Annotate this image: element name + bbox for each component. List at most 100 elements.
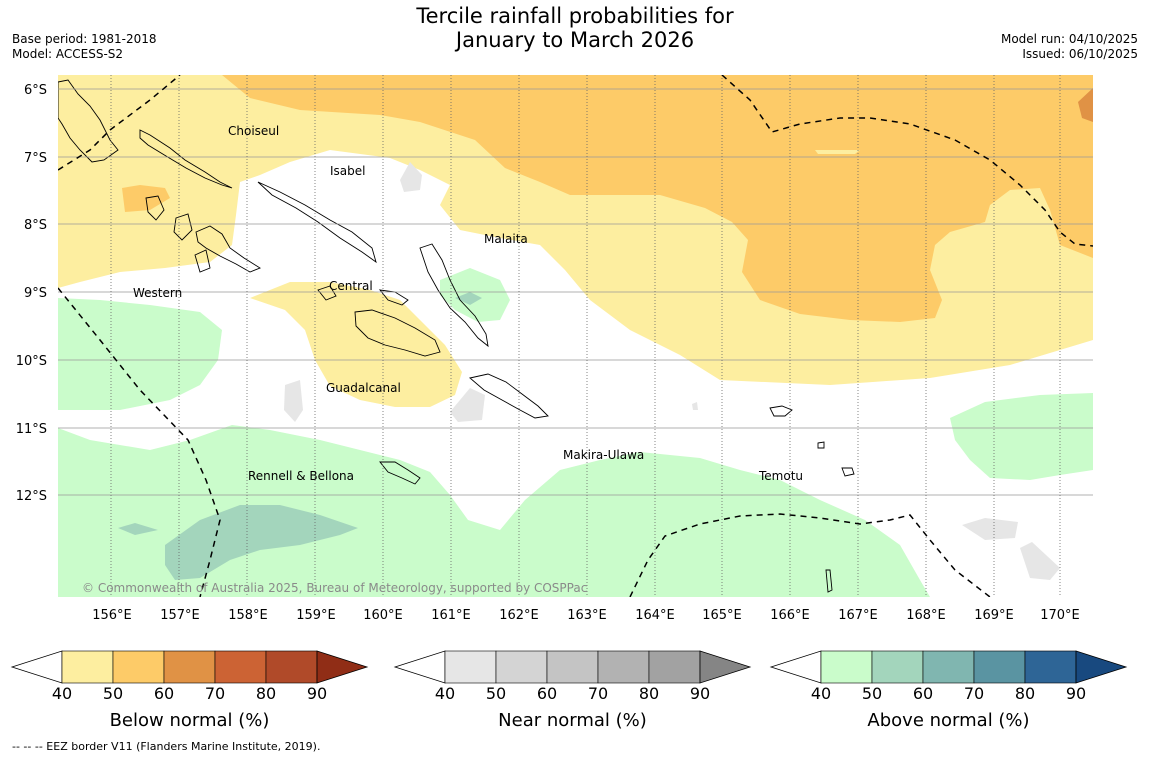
lon-label: 170°E — [1040, 608, 1080, 623]
colorbar-tick: 80 — [639, 684, 659, 703]
colorbar-tick: 80 — [1015, 684, 1035, 703]
forecast-map: Choiseul Isabel Malaita Western Central … — [10, 75, 1128, 731]
eez-footnote: -- -- -- EEZ border V11 (Flanders Marine… — [12, 740, 321, 753]
colorbar-cell — [871, 650, 924, 684]
rennell-island — [379, 461, 421, 485]
lon-label: 161°E — [431, 608, 471, 623]
choiseul-island — [139, 129, 233, 189]
gridlines — [58, 88, 1093, 496]
issued-date: Issued: 06/10/2025 — [1022, 47, 1138, 61]
title-line-2: January to March 2026 — [455, 28, 695, 52]
lon-label: 165°E — [702, 608, 742, 623]
longitude-labels: 156°E 157°E 158°E 159°E 160°E 161°E 162°… — [92, 608, 1080, 623]
meta-right: Model run: 04/10/2025 Issued: 06/10/2025 — [1001, 32, 1138, 62]
malaita-island — [419, 243, 489, 348]
colorbar-tick: 90 — [1066, 684, 1086, 703]
lon-label: 159°E — [296, 608, 336, 623]
near-normal-patch-1 — [400, 162, 422, 192]
colorbar-right-arrow — [316, 650, 369, 684]
model-run: Model run: 04/10/2025 — [1000, 32, 1138, 46]
colorbar-tick: 40 — [811, 684, 831, 703]
above-normal-50-small — [118, 523, 158, 535]
model-name: Model: ACCESS-S2 — [12, 47, 124, 61]
lat-label: 12°S — [16, 489, 47, 504]
lon-label: 157°E — [160, 608, 200, 623]
lon-label: 162°E — [499, 608, 539, 623]
meridians — [110, 75, 1061, 597]
region-temotu: Temotu — [758, 469, 803, 483]
region-central: Central — [329, 279, 373, 293]
makira-island — [469, 373, 549, 419]
colorbar-right-arrow — [1075, 650, 1128, 684]
colorbar-cell — [597, 650, 650, 684]
lon-label: 158°E — [228, 608, 268, 623]
colorbar-right-arrow — [699, 650, 752, 684]
colorbar-0: 40 50 60 70 80 90 Below normal (%) — [10, 650, 369, 731]
lon-label: 163°E — [567, 608, 607, 623]
colorbar-cell — [214, 650, 267, 684]
colorbar-legend: 40 50 60 70 80 90 Below normal (%) 40 50 60 70 80 90… — [10, 650, 1128, 731]
near-normal-patch-6 — [692, 402, 698, 410]
lon-label: 156°E — [92, 608, 132, 623]
colorbar-cell — [820, 650, 873, 684]
lat-label: 9°S — [24, 286, 47, 301]
colorbar-cell — [444, 650, 497, 684]
colorbar-cell — [648, 650, 701, 684]
page-title: Tercile rainfall probabilities for Janua… — [0, 4, 1150, 52]
western-islands — [145, 195, 261, 273]
colorbar-1: 40 50 60 70 80 90 Near normal (%) — [393, 650, 752, 731]
eez-border — [58, 75, 1093, 597]
isabel-island — [257, 181, 377, 264]
above-normal-50-south — [165, 505, 358, 580]
colorbar-tick: 70 — [964, 684, 984, 703]
near-normal-patch-4 — [962, 518, 1018, 540]
colorbar-tick: 60 — [913, 684, 933, 703]
colorbar-left-arrow — [393, 650, 446, 684]
colorbar-tick: 90 — [690, 684, 710, 703]
lat-label: 6°S — [24, 83, 47, 98]
colorbar-tick: 40 — [52, 684, 72, 703]
colorbar-cell — [922, 650, 975, 684]
lon-label: 164°E — [635, 608, 675, 623]
below-normal-40-guadalcanal — [250, 282, 462, 407]
lon-label: 167°E — [838, 608, 878, 623]
colorbar-caption: Below normal (%) — [110, 710, 270, 731]
below-normal-50-strip — [815, 150, 860, 154]
above-normal-40-west — [58, 298, 222, 410]
colorbar-caption: Above normal (%) — [867, 710, 1029, 731]
above-normal-50-malaita — [455, 292, 482, 305]
colorbar-cell — [61, 650, 114, 684]
colorbar-tick: 50 — [862, 684, 882, 703]
colorbar-cell — [546, 650, 599, 684]
lat-label: 7°S — [24, 151, 47, 166]
probability-shading — [58, 75, 1093, 597]
below-normal-60-area — [1078, 88, 1093, 122]
lon-label: 168°E — [906, 608, 946, 623]
colorbar-tick: 70 — [588, 684, 608, 703]
near-normal-patch-5 — [1020, 542, 1060, 580]
copyright-text: © Commonwealth of Australia 2025, Bureau… — [82, 581, 587, 595]
title-line-1: Tercile rainfall probabilities for — [416, 4, 734, 28]
lon-label: 169°E — [974, 608, 1014, 623]
region-choiseul: Choiseul — [228, 124, 279, 138]
bougainville-coast — [58, 79, 119, 163]
colorbar-tick: 50 — [103, 684, 123, 703]
meta-left: Base period: 1981-2018 Model: ACCESS-S2 — [12, 32, 157, 62]
temotu-islands — [769, 405, 855, 593]
guadalcanal-island — [354, 309, 441, 357]
region-labels: Choiseul Isabel Malaita Western Central … — [133, 124, 803, 483]
colorbar-cell — [112, 650, 165, 684]
above-normal-40-south — [58, 425, 930, 597]
lat-label: 8°S — [24, 218, 47, 233]
region-makira-ulawa: Makira-Ulawa — [563, 448, 644, 462]
colorbar-tick: 60 — [154, 684, 174, 703]
colorbar-left-arrow — [10, 650, 63, 684]
colorbar-tick: 80 — [256, 684, 276, 703]
below-normal-50-area — [222, 75, 1093, 322]
near-normal-patch-2 — [284, 380, 303, 422]
colorbar-cell — [973, 650, 1026, 684]
lat-label: 10°S — [16, 354, 47, 369]
lat-label: 11°S — [16, 422, 47, 437]
lon-label: 166°E — [770, 608, 810, 623]
latitude-labels: 6°S 7°S 8°S 9°S 10°S 11°S 12°S — [16, 83, 47, 504]
